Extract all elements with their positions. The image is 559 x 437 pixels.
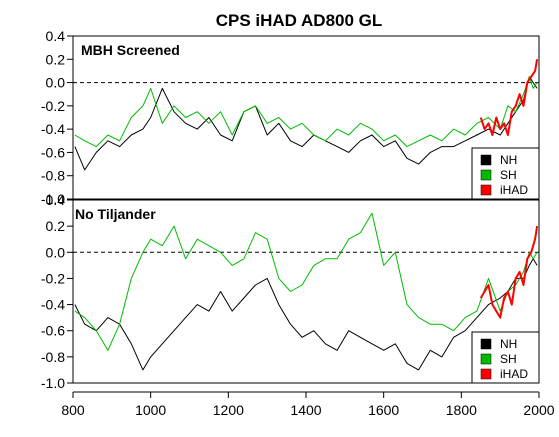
legend-swatch-sh — [480, 353, 492, 365]
x-tick-label: 2000 — [523, 402, 554, 418]
legend-label-ihad: iHAD — [500, 183, 528, 197]
y-tick-label: -0.2 — [41, 270, 65, 286]
series-line-nh — [74, 258, 538, 371]
y-tick-label: -0.4 — [41, 121, 65, 137]
x-tick-label: 1400 — [290, 402, 321, 418]
y-tick-label: 0.2 — [46, 51, 66, 67]
x-tick-label: 1000 — [135, 402, 166, 418]
y-tick-label: -0.6 — [41, 144, 65, 160]
y-tick-label: -1.0 — [41, 375, 65, 391]
series-line-ihad — [479, 59, 539, 136]
legend-swatch-nh — [480, 338, 492, 350]
series-line-ihad — [479, 225, 539, 319]
panel-no-tiljander: No Tiljander -1.0 -0.8 -0.6 -0.4 -0.2 0.0 0.2 0… — [41, 192, 540, 391]
series-line-nh — [74, 76, 538, 171]
panel-label-no-tiljander: No Tiljander — [75, 206, 156, 222]
y-tick-label: -0.8 — [41, 168, 65, 184]
y-tick-label: -0.2 — [41, 98, 65, 114]
series-line-sh — [74, 76, 538, 148]
x-tick-label: 1200 — [213, 402, 244, 418]
y-tick-label: -0.4 — [41, 297, 65, 313]
chart-title: CPS iHAD AD800 GL — [216, 11, 383, 30]
y-tick-label: 0.4 — [46, 192, 66, 208]
legend-label-nh: NH — [500, 337, 517, 351]
axes-layer: 800 1000 1200 1400 1600 1800 2000 — [61, 391, 555, 418]
legend-label-sh: SH — [500, 352, 517, 366]
legend-label-ihad: iHAD — [500, 367, 528, 381]
y-tick-label: -0.8 — [41, 349, 65, 365]
legend-swatch-nh — [480, 154, 492, 166]
x-tick-label: 800 — [61, 402, 85, 418]
panel-mbh-screened: MBH Screened -1.0 -0.8 -0.6 -0.4 -0.2 0.0 0.2 0… — [41, 28, 540, 207]
legend-swatch-ihad — [480, 184, 492, 196]
legend-label-sh: SH — [500, 168, 517, 182]
panel-frame — [72, 199, 540, 384]
y-tick-label: 0.0 — [46, 75, 66, 91]
y-tick-label: 0.0 — [46, 244, 66, 260]
y-tick-label: 0.4 — [46, 28, 66, 44]
y-tick-label: -0.6 — [41, 323, 65, 339]
legend-swatch-ihad — [480, 368, 492, 380]
panel-label-mbh-screened: MBH Screened — [81, 42, 180, 58]
panel-frame — [72, 35, 540, 200]
x-tick-label: 1800 — [446, 402, 477, 418]
y-tick-label: 0.2 — [46, 218, 66, 234]
y-tick-label: -1.0 — [41, 191, 65, 207]
series-line-sh — [74, 212, 538, 351]
legend-label-nh: NH — [500, 153, 517, 167]
legend-swatch-sh — [480, 169, 492, 181]
x-tick-label: 1600 — [368, 402, 399, 418]
